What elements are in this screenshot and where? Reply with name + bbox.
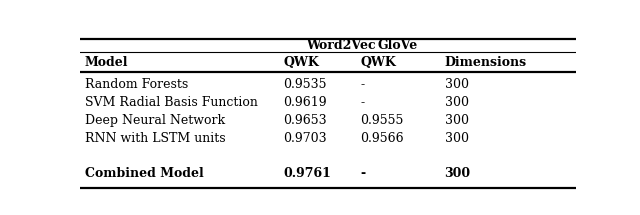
Text: Deep Neural Network: Deep Neural Network [85,114,225,127]
Text: 300: 300 [445,96,468,109]
Text: Combined Model: Combined Model [85,167,204,180]
Text: 0.9703: 0.9703 [284,132,327,145]
Text: -: - [360,78,364,91]
Text: Random Forests: Random Forests [85,78,188,91]
Text: Word2Vec: Word2Vec [306,39,375,52]
Text: 0.9566: 0.9566 [360,132,404,145]
Text: 0.9653: 0.9653 [284,114,327,127]
Text: Model: Model [85,56,129,69]
Text: 300: 300 [445,132,468,145]
Text: QWK: QWK [360,56,396,69]
Text: RNN with LSTM units: RNN with LSTM units [85,132,225,145]
Text: 300: 300 [445,78,468,91]
Text: 0.9761: 0.9761 [284,167,332,180]
Text: 0.9555: 0.9555 [360,114,404,127]
Text: 0.9619: 0.9619 [284,96,327,109]
Text: -: - [360,96,364,109]
Text: -: - [360,167,365,180]
Text: QWK: QWK [284,56,319,69]
Text: 0.9535: 0.9535 [284,78,327,91]
Text: SVM Radial Basis Function: SVM Radial Basis Function [85,96,258,109]
Text: 300: 300 [445,114,468,127]
Text: 300: 300 [445,167,470,180]
Text: Dimensions: Dimensions [445,56,527,69]
Text: GloVe: GloVe [378,39,418,52]
